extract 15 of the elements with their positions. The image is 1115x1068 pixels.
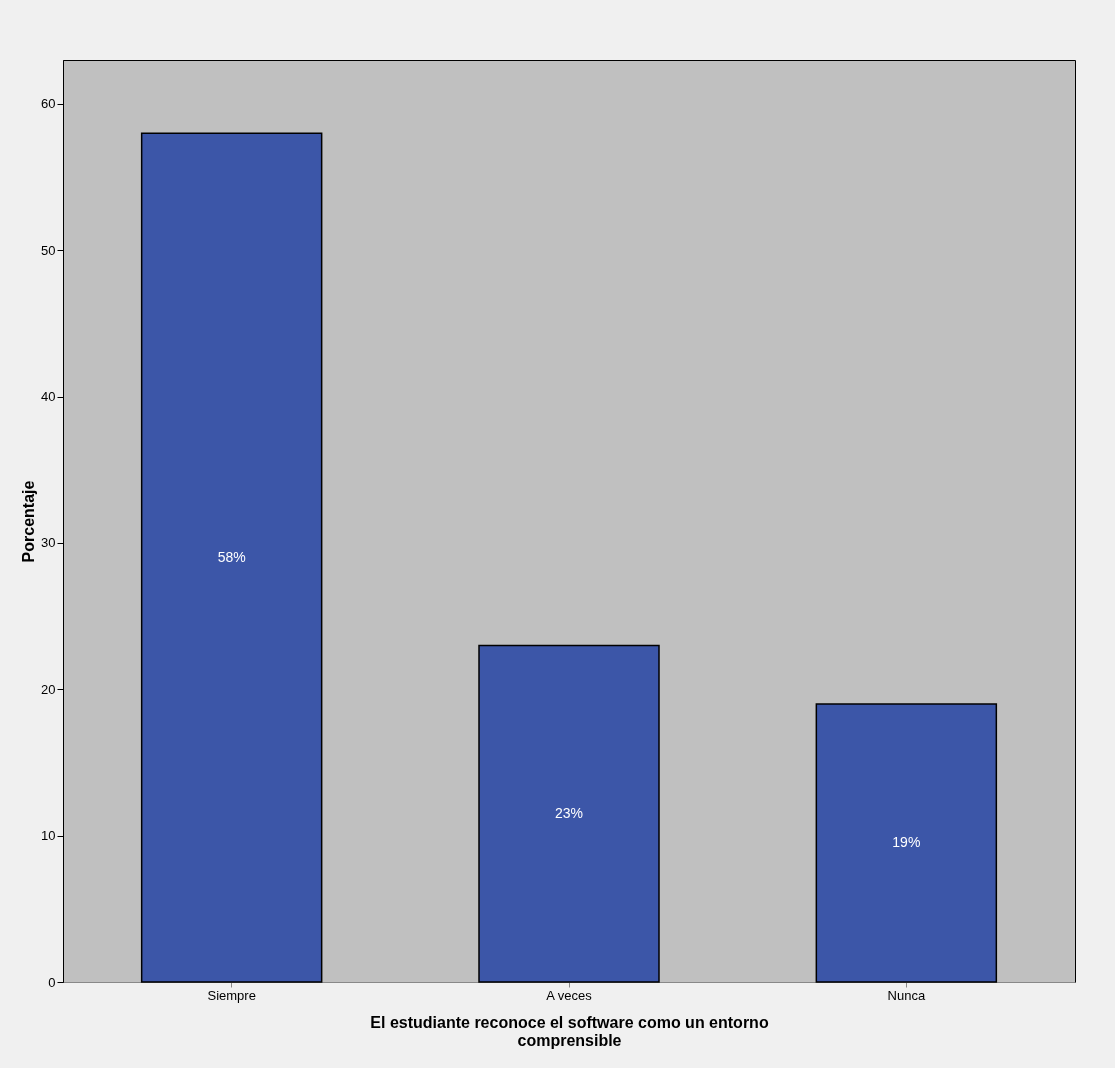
y-tick-label: 50 <box>41 242 56 258</box>
y-axis-title: Porcentaje <box>20 480 38 563</box>
x-tick-label: Siempre <box>207 987 256 1003</box>
y-tick-label: 30 <box>41 535 56 551</box>
y-tick-label: 40 <box>41 389 56 405</box>
data-label: 58% <box>217 548 246 565</box>
x-axis-title: El estudiante reconoce el software como un entorno comprensible <box>370 1013 769 1049</box>
data-label: 19% <box>892 833 921 850</box>
y-tick-label: 20 <box>41 681 56 697</box>
y-tick-label: 10 <box>41 828 56 844</box>
y-tick-label: 0 <box>48 974 56 990</box>
x-tick-label: A veces <box>546 987 593 1003</box>
data-label: 23% <box>554 804 584 821</box>
y-tick-label: 60 <box>41 96 56 112</box>
x-tick-label: Nunca <box>887 987 926 1003</box>
